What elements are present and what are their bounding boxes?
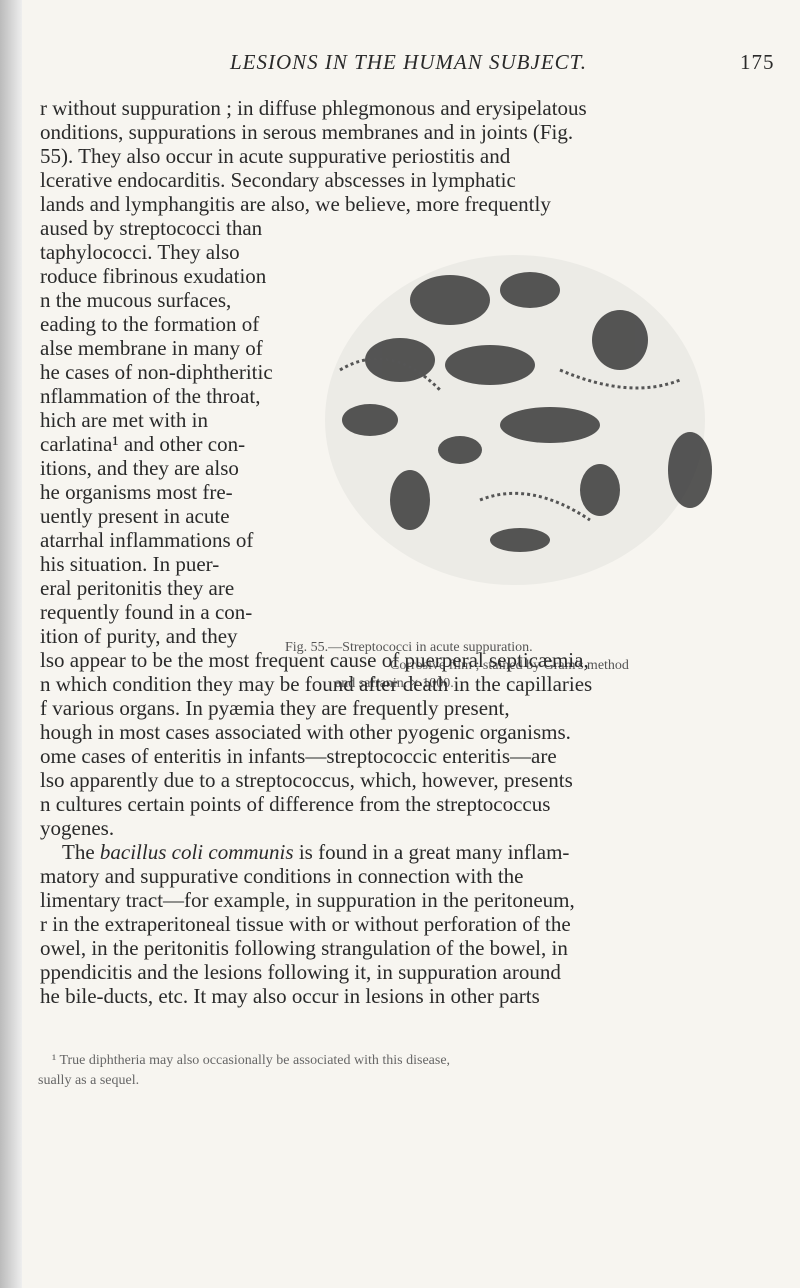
text-line: his situation. In puer- bbox=[40, 552, 220, 576]
text-line: hough in most cases associated with othe… bbox=[40, 720, 571, 744]
text-line: nflammation of the throat, bbox=[40, 384, 261, 408]
text-line: taphylococci. They also bbox=[40, 240, 240, 264]
text-line: matory and suppurative conditions in con… bbox=[40, 864, 524, 888]
text-line: lcerative endocarditis. Secondary absces… bbox=[40, 168, 516, 192]
figure-caption: Corrosive film ; stained by Gram's metho… bbox=[390, 658, 629, 673]
text-span: bacillus coli communis bbox=[99, 840, 294, 864]
text-line: he bile-ducts, etc. It may also occur in… bbox=[40, 984, 540, 1008]
text-line: ppendicitis and the lesions following it… bbox=[40, 960, 561, 984]
text-line: uently present in acute bbox=[40, 504, 230, 528]
text-line: eral peritonitis they are bbox=[40, 576, 235, 600]
text-line: hich are met with in bbox=[40, 408, 208, 432]
text-line: he organisms most fre- bbox=[40, 480, 233, 504]
figure-caption: and safranin. × 1000. bbox=[335, 676, 454, 691]
text-line: requently found in a con- bbox=[40, 600, 253, 624]
text-line: r without suppuration ; in diffuse phleg… bbox=[40, 96, 587, 120]
text-span: The bbox=[62, 840, 100, 864]
text-line: ome cases of enteritis in infants—strept… bbox=[40, 744, 557, 768]
footnote: ¹ True diphtheria may also occasionally … bbox=[52, 1053, 451, 1068]
text-line: atarrhal inflammations of bbox=[40, 528, 254, 552]
text-line: onditions, suppurations in serous membra… bbox=[40, 120, 574, 144]
footnote: sually as a sequel. bbox=[38, 1073, 140, 1088]
text-line: alse membrane in many of bbox=[40, 336, 263, 360]
text-line: The bacillus coli communis is found in a… bbox=[62, 840, 569, 864]
text-line: lso apparently due to a streptococcus, w… bbox=[40, 768, 573, 792]
text-line: eading to the formation of bbox=[40, 312, 260, 336]
text-line: aused by streptococci than bbox=[40, 216, 263, 240]
figure-caption: Fig. 55.—Streptococci in acute suppurati… bbox=[285, 640, 533, 655]
text-line: limentary tract—for example, in suppurat… bbox=[40, 888, 575, 912]
page-edge bbox=[0, 0, 22, 1288]
text-line: 55). They also occur in acute suppurativ… bbox=[40, 144, 511, 168]
text-line: lso appear to be the most frequent cause… bbox=[40, 648, 589, 672]
text-span: is found in a great many inflam- bbox=[293, 840, 570, 864]
text-line: he cases of non-diphtheritic bbox=[40, 360, 273, 384]
text-line: f various organs. In pyæmia they are fre… bbox=[40, 696, 510, 720]
text-line: n cultures certain points of difference … bbox=[40, 792, 551, 816]
text-line: yogenes. bbox=[40, 816, 115, 840]
running-title: LESIONS IN THE HUMAN SUBJECT. bbox=[230, 50, 588, 74]
micrograph bbox=[325, 255, 712, 585]
text-line: n the mucous surfaces, bbox=[40, 288, 232, 312]
text-line: itions, and they are also bbox=[40, 456, 239, 480]
text-line: n which condition they may be found afte… bbox=[40, 672, 593, 696]
text-line: owel, in the peritonitis following stran… bbox=[40, 936, 568, 960]
text-line: carlatina¹ and other con- bbox=[40, 432, 246, 456]
text-line: r in the extraperitoneal tissue with or … bbox=[40, 912, 571, 936]
page-number: 175 bbox=[740, 50, 775, 74]
text-line: ition of purity, and they bbox=[40, 624, 238, 648]
text-line: lands and lymphangitis are also, we beli… bbox=[40, 192, 551, 216]
text-line: roduce fibrinous exudation bbox=[40, 264, 267, 288]
